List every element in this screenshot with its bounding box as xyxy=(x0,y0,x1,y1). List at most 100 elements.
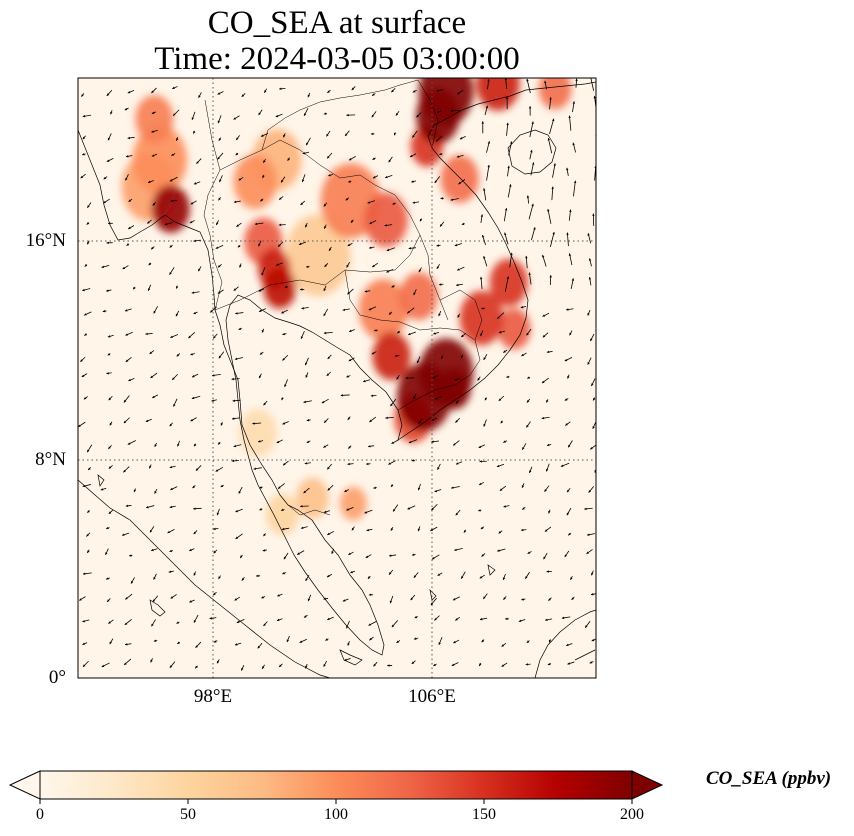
wind-arrow xyxy=(170,594,177,599)
wind-arrow xyxy=(542,312,550,317)
wind-arrow xyxy=(327,616,334,621)
wind-arrow xyxy=(106,241,113,245)
wind-arrow xyxy=(83,311,92,316)
wind-arrow xyxy=(486,164,490,181)
wind-arrow xyxy=(436,110,443,113)
wind-arrow xyxy=(545,399,549,403)
wind-arrow xyxy=(169,465,176,469)
wind-arrow xyxy=(390,484,394,488)
wind-arrow xyxy=(127,225,135,230)
wind-arrow xyxy=(216,659,220,664)
wind-arrow xyxy=(412,201,420,204)
wind-arrow xyxy=(326,371,331,377)
wind-arrow xyxy=(368,306,377,311)
wind-arrow xyxy=(521,443,527,450)
wind-arrow xyxy=(240,665,245,671)
wind-arrow xyxy=(151,129,158,133)
wind-arrow xyxy=(450,198,459,201)
co-hotspot xyxy=(364,192,408,248)
wind-arrow xyxy=(566,643,573,647)
wind-arrow xyxy=(481,307,486,310)
co-hotspot xyxy=(489,258,528,307)
wind-arrow xyxy=(213,549,218,554)
wind-arrow xyxy=(323,510,330,514)
wind-arrow xyxy=(81,373,88,378)
wind-arrow xyxy=(460,333,467,338)
wind-arrow xyxy=(277,241,284,247)
wind-arrow xyxy=(551,186,554,201)
wind-arrow xyxy=(304,462,311,465)
wind-arrow xyxy=(434,489,442,493)
wind-arrow xyxy=(153,306,158,314)
wind-arrow xyxy=(256,574,261,578)
wind-arrow xyxy=(506,122,509,136)
wind-arrow xyxy=(305,372,309,378)
wind-arrow xyxy=(528,203,534,220)
wind-arrow xyxy=(280,508,285,512)
wind-arrow xyxy=(304,357,309,366)
wind-arrow xyxy=(561,616,571,620)
wind-arrow xyxy=(567,440,573,448)
wind-arrow xyxy=(303,487,310,494)
wind-arrow xyxy=(192,130,196,134)
wind-arrow xyxy=(168,570,174,573)
wind-arrow xyxy=(241,92,246,98)
wind-arrow xyxy=(568,209,572,221)
wind-arrow xyxy=(306,265,310,268)
wind-arrow xyxy=(105,548,109,556)
wind-arrow xyxy=(78,421,86,428)
wind-arrow xyxy=(108,619,114,624)
wind-arrow xyxy=(584,507,593,511)
wind-arrow xyxy=(369,220,377,225)
wind-arrow xyxy=(193,311,198,315)
wind-arrow xyxy=(189,599,195,603)
wind-arrow xyxy=(82,288,91,292)
wind-arrow xyxy=(193,239,201,243)
wind-arrow xyxy=(109,421,113,426)
wind-arrow xyxy=(567,661,575,665)
wind-arrow xyxy=(102,309,107,313)
wind-arrow xyxy=(587,233,592,244)
wind-arrow xyxy=(303,108,309,117)
wind-arrow xyxy=(411,130,418,138)
wind-arrow xyxy=(526,640,530,644)
wind-arrow xyxy=(434,615,440,621)
wind-arrow xyxy=(257,440,264,443)
wind-arrow xyxy=(530,162,535,176)
wind-arrow xyxy=(125,504,132,508)
wind-arrow xyxy=(525,571,530,579)
wind-arrow xyxy=(592,397,596,401)
wind-arrow xyxy=(235,533,243,540)
wind-arrow xyxy=(498,530,503,534)
wind-arrow xyxy=(305,222,308,228)
wind-arrow xyxy=(170,486,178,491)
wind-arrow xyxy=(169,422,173,427)
wind-arrow xyxy=(452,440,460,446)
wind-arrow xyxy=(507,165,510,177)
wind-arrow xyxy=(298,241,307,246)
wind-arrow xyxy=(326,573,333,578)
wind-arrow xyxy=(231,417,240,420)
wind-arrow xyxy=(262,549,267,552)
wind-arrow xyxy=(391,439,399,445)
wind-arrow xyxy=(373,661,378,667)
wind-arrow xyxy=(189,548,195,552)
wind-arrow xyxy=(567,532,572,536)
wind-arrow xyxy=(258,240,262,247)
wind-arrow xyxy=(460,354,464,359)
wind-arrow xyxy=(438,283,444,286)
wind-arrow xyxy=(368,445,375,448)
wind-arrow xyxy=(481,553,486,557)
wind-arrow xyxy=(241,577,245,581)
wind-arrow xyxy=(177,440,180,447)
wind-arrow xyxy=(589,445,596,450)
wind-arrow xyxy=(531,227,536,241)
wind-arrow xyxy=(391,620,399,628)
wind-arrow xyxy=(176,621,180,624)
wind-arrow xyxy=(351,526,355,531)
wind-arrow xyxy=(453,639,460,644)
wind-arrow xyxy=(396,640,401,644)
wind-arrow xyxy=(253,467,262,470)
wind-arrow xyxy=(86,549,90,554)
wind-arrow xyxy=(260,133,269,137)
